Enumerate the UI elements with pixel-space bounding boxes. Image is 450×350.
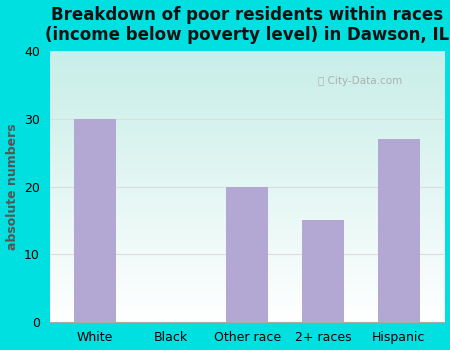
Y-axis label: absolute numbers: absolute numbers (5, 123, 18, 250)
Text: ⓘ City-Data.com: ⓘ City-Data.com (318, 76, 402, 86)
Bar (302, 220, 344, 322)
Bar (74, 119, 116, 322)
Bar (378, 139, 420, 322)
Bar (226, 187, 268, 322)
Title: Breakdown of poor residents within races
(income below poverty level) in Dawson,: Breakdown of poor residents within races… (45, 6, 449, 44)
